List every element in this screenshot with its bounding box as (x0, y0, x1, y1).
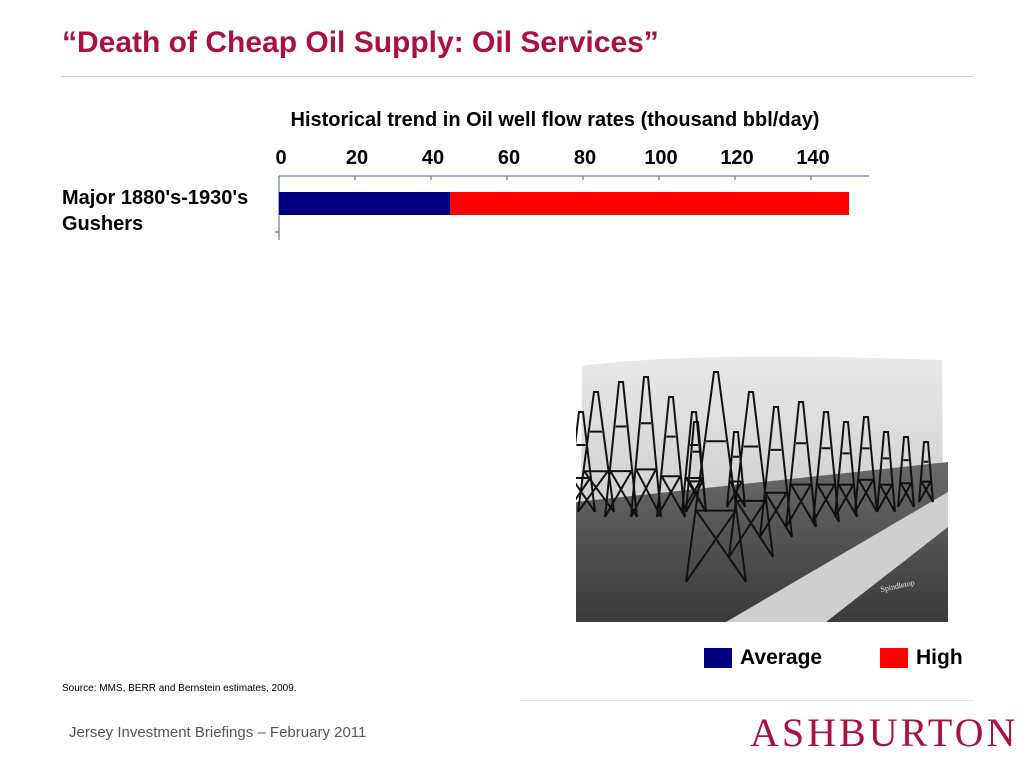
legend-item-high: High (880, 646, 963, 670)
bars (279, 192, 849, 215)
title-divider (62, 76, 974, 77)
source-note: Source: MMS, BERR and Bernstein estimate… (62, 683, 297, 694)
legend-swatch-high (880, 648, 908, 668)
category-labels: Major 1880's-1930's Gushers (62, 187, 248, 235)
category-label: Gushers (62, 213, 143, 235)
flow-rate-chart: Historical trend in Oil well flow rates … (62, 109, 869, 240)
slide-title: “Death of Cheap Oil Supply: Oil Services… (62, 26, 659, 59)
legend-label-average: Average (740, 646, 823, 669)
legend-swatch-average (704, 648, 732, 668)
x-tick-label: 60 (498, 147, 520, 169)
chart-title: Historical trend in Oil well flow rates … (291, 109, 820, 131)
x-tick-label: 140 (796, 147, 829, 169)
bar-high (450, 192, 849, 215)
x-tick-label: 20 (346, 147, 368, 169)
legend-item-average: Average (704, 646, 822, 670)
x-axis-ticks: 0 20 40 60 80 100 120 140 (275, 147, 830, 180)
x-tick-label: 120 (720, 147, 753, 169)
footer-text: Jersey Investment Briefings – February 2… (69, 724, 367, 741)
ashburton-logo: ASHBURTON (750, 710, 1019, 755)
x-tick-label: 100 (644, 147, 677, 169)
category-label: Major 1880's-1930's (62, 187, 248, 209)
x-tick-label: 80 (574, 147, 596, 169)
bar-average (279, 192, 450, 215)
legend-label-high: High (916, 646, 963, 669)
footer-divider (520, 700, 974, 701)
oil-derricks-photo: Spindletop (576, 356, 948, 622)
x-tick-label: 0 (275, 147, 286, 169)
x-tick-label: 40 (422, 147, 444, 169)
